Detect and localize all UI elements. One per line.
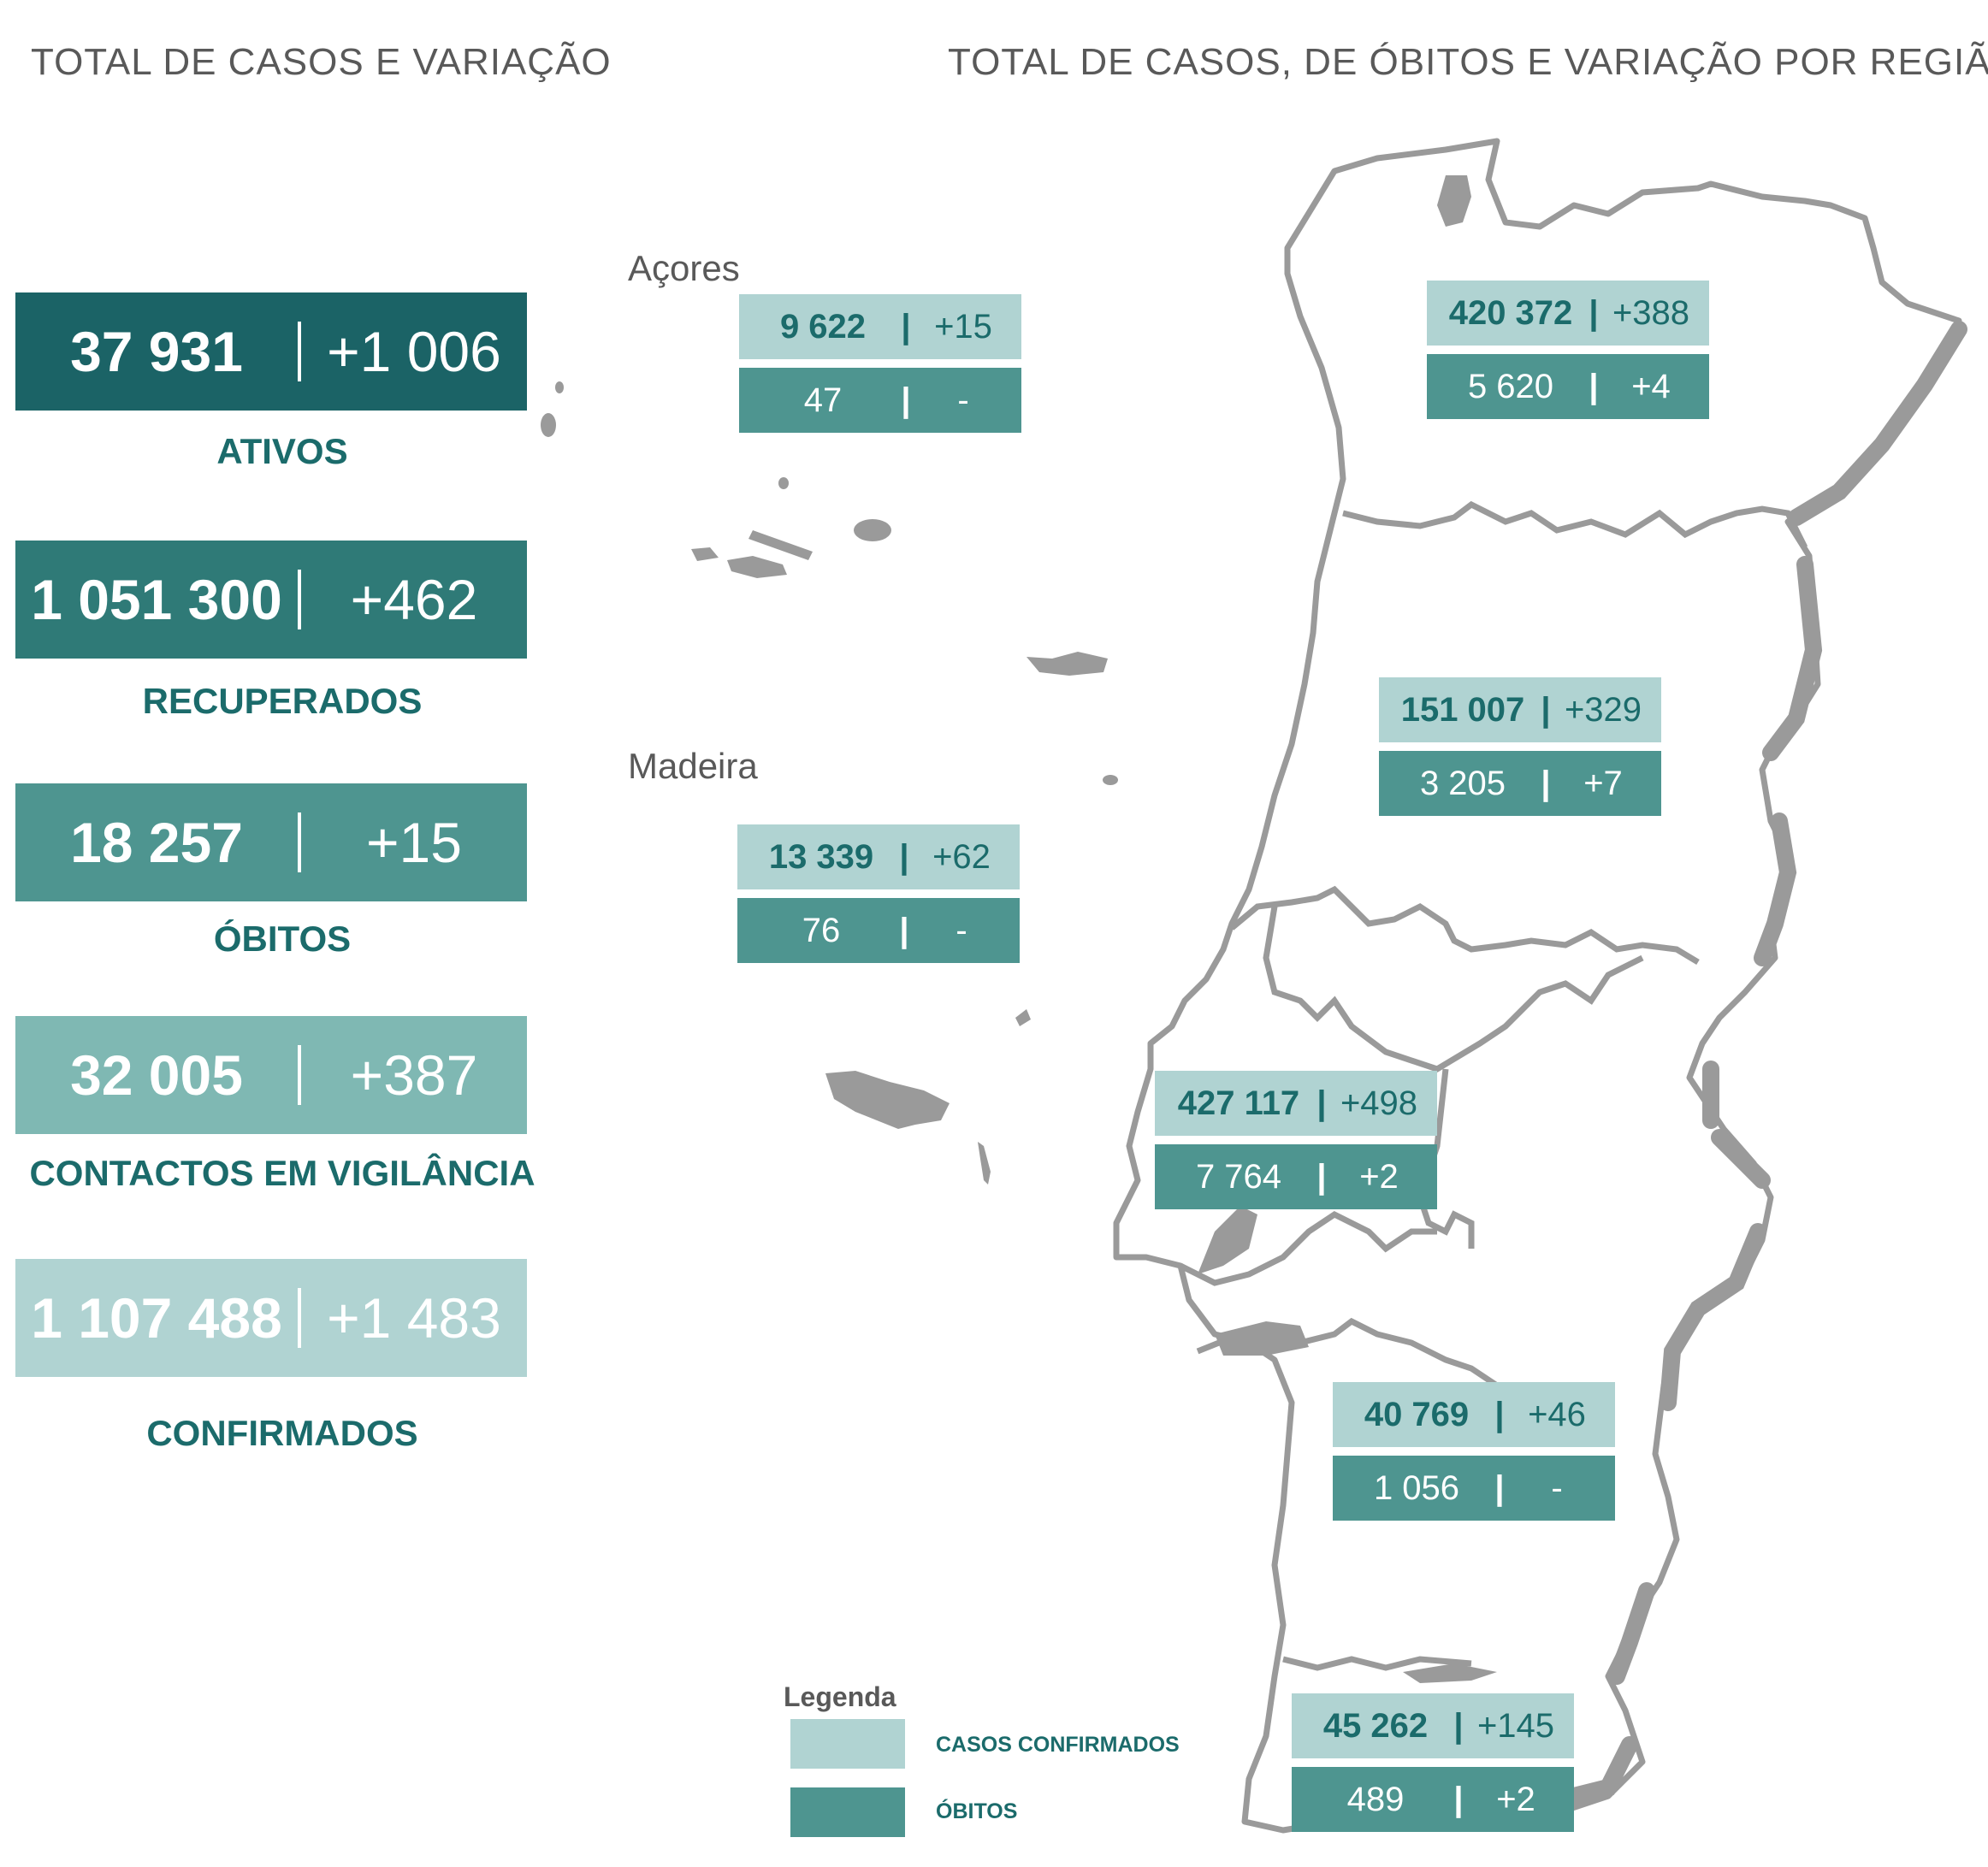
region-separator: | bbox=[1453, 1780, 1464, 1818]
legend-deaths-swatch bbox=[790, 1787, 905, 1837]
region-deaths-row: 76 | - bbox=[737, 898, 1020, 963]
region-deaths-variation: - bbox=[956, 911, 967, 949]
region-deaths-value: 7 764 bbox=[1195, 1157, 1282, 1196]
stat-box-ativos: 37 931 +1 006 bbox=[15, 292, 527, 411]
stat-variation: +462 bbox=[350, 568, 478, 631]
region-cases-value: 40 769 bbox=[1364, 1395, 1470, 1433]
region-deaths-value: 3 205 bbox=[1419, 764, 1506, 802]
region-separator: | bbox=[1589, 293, 1599, 332]
left-heading: TOTAL DE CASOS E VARIAÇÃO bbox=[31, 41, 612, 83]
region-cases-variation: +46 bbox=[1528, 1395, 1586, 1433]
region-box-lisboa: 427 117 | +498 7 764 | +2 bbox=[1155, 1071, 1437, 1209]
region-deaths-row: 3 205 | +7 bbox=[1379, 751, 1661, 816]
region-cases-row: 40 769 | +46 bbox=[1333, 1382, 1615, 1447]
stat-value: 32 005 bbox=[70, 1043, 243, 1107]
stat-box-confirmados: 1 107 488 +1 483 bbox=[15, 1259, 527, 1377]
region-cases-row: 427 117 | +498 bbox=[1155, 1071, 1437, 1136]
stat-variation: +1 006 bbox=[327, 320, 501, 383]
region-deaths-value: 489 bbox=[1346, 1780, 1405, 1818]
region-cases-row: 9 622 | +15 bbox=[739, 294, 1021, 359]
madeira-label: Madeira bbox=[628, 746, 758, 786]
stat-label-obitos: ÓBITOS bbox=[213, 919, 352, 959]
stat-label-confirmados: CONFIRMADOS bbox=[146, 1413, 418, 1453]
region-separator: | bbox=[899, 911, 909, 949]
region-cases-value: 13 339 bbox=[768, 837, 874, 876]
region-deaths-value: 76 bbox=[802, 911, 841, 949]
region-deaths-variation: - bbox=[1551, 1468, 1563, 1507]
region-cases-variation: +388 bbox=[1612, 293, 1690, 332]
stat-box-obitos: 18 257 +15 bbox=[15, 783, 527, 901]
region-deaths-row: 489 | +2 bbox=[1292, 1767, 1574, 1832]
region-box-algarve: 45 262 | +145 489 | +2 bbox=[1292, 1693, 1574, 1832]
region-deaths-row: 47 | - bbox=[739, 368, 1021, 433]
region-deaths-row: 1 056 | - bbox=[1333, 1456, 1615, 1521]
region-cases-row: 420 372 | +388 bbox=[1427, 281, 1709, 346]
region-separator: | bbox=[1494, 1395, 1505, 1433]
stat-value: 1 051 300 bbox=[31, 568, 282, 631]
region-cases-row: 151 007 | +329 bbox=[1379, 677, 1661, 742]
stat-value: 1 107 488 bbox=[31, 1286, 282, 1350]
stat-label-ativos: ATIVOS bbox=[216, 431, 348, 471]
legend-deaths-label: ÓBITOS bbox=[936, 1799, 1018, 1823]
stat-label-contactos: CONTACTOS EM VIGILÂNCIA bbox=[29, 1153, 535, 1193]
region-deaths-variation: +4 bbox=[1631, 367, 1671, 405]
region-cases-variation: +498 bbox=[1340, 1084, 1418, 1122]
stat-variation: +15 bbox=[366, 811, 462, 874]
region-separator: | bbox=[1541, 690, 1551, 729]
region-separator: | bbox=[1541, 764, 1551, 802]
region-cases-value: 427 117 bbox=[1177, 1084, 1300, 1122]
region-deaths-variation: +2 bbox=[1359, 1157, 1399, 1196]
azores-label: Açores bbox=[628, 248, 740, 288]
region-box-centro: 151 007 | +329 3 205 | +7 bbox=[1379, 677, 1661, 816]
region-separator: | bbox=[1453, 1706, 1464, 1745]
region-deaths-value: 47 bbox=[803, 381, 843, 419]
region-cases-row: 13 339 | +62 bbox=[737, 824, 1020, 889]
region-separator: | bbox=[1589, 367, 1599, 405]
stat-separator bbox=[298, 1045, 301, 1105]
stat-variation: +1 483 bbox=[327, 1286, 501, 1350]
legend-title: Legenda bbox=[784, 1681, 896, 1712]
region-deaths-value: 1 056 bbox=[1373, 1468, 1460, 1507]
region-box-azores: 9 622 | +15 47 | - bbox=[739, 294, 1021, 433]
mainland-outline bbox=[1113, 138, 1962, 1834]
region-deaths-variation: +7 bbox=[1583, 764, 1623, 802]
region-separator: | bbox=[1494, 1468, 1505, 1507]
region-cases-value: 151 007 bbox=[1400, 690, 1525, 729]
stat-separator bbox=[298, 322, 301, 381]
region-cases-variation: +329 bbox=[1564, 690, 1642, 729]
region-deaths-variation: - bbox=[957, 381, 969, 419]
stat-value: 18 257 bbox=[70, 811, 243, 874]
stat-variation: +387 bbox=[350, 1043, 478, 1107]
region-separator: | bbox=[899, 837, 909, 876]
region-deaths-row: 5 620 | +4 bbox=[1427, 354, 1709, 419]
region-deaths-variation: +2 bbox=[1496, 1780, 1535, 1818]
stat-separator bbox=[298, 812, 301, 872]
region-cases-variation: +145 bbox=[1476, 1706, 1555, 1745]
stat-box-contactos: 32 005 +387 bbox=[15, 1016, 527, 1134]
stat-value: 37 931 bbox=[70, 320, 243, 383]
region-deaths-value: 5 620 bbox=[1467, 367, 1554, 405]
region-box-norte: 420 372 | +388 5 620 | +4 bbox=[1427, 281, 1709, 419]
region-cases-value: 9 622 bbox=[779, 307, 867, 346]
region-cases-variation: +62 bbox=[932, 837, 991, 876]
region-cases-value: 45 262 bbox=[1322, 1706, 1429, 1745]
region-separator: | bbox=[901, 381, 911, 419]
stat-label-recuperados: RECUPERADOS bbox=[142, 681, 423, 721]
region-separator: | bbox=[1316, 1084, 1327, 1122]
region-separator: | bbox=[1316, 1157, 1327, 1196]
legend-cases-label: CASOS CONFIRMADOS bbox=[936, 1733, 1180, 1757]
region-cases-value: 420 372 bbox=[1448, 293, 1573, 332]
region-cases-variation: +15 bbox=[934, 307, 992, 346]
stat-box-recuperados: 1 051 300 +462 bbox=[15, 541, 527, 659]
legend-cases-swatch bbox=[790, 1719, 905, 1769]
region-separator: | bbox=[901, 307, 911, 346]
region-box-alentejo: 40 769 | +46 1 056 | - bbox=[1333, 1382, 1615, 1521]
region-box-madeira: 13 339 | +62 76 | - bbox=[737, 824, 1020, 963]
stat-separator bbox=[298, 570, 301, 629]
right-heading: TOTAL DE CASOS, DE ÓBITOS E VARIAÇÃO POR… bbox=[948, 41, 1988, 83]
region-cases-row: 45 262 | +145 bbox=[1292, 1693, 1574, 1758]
region-deaths-row: 7 764 | +2 bbox=[1155, 1144, 1437, 1209]
stat-separator bbox=[298, 1288, 301, 1348]
